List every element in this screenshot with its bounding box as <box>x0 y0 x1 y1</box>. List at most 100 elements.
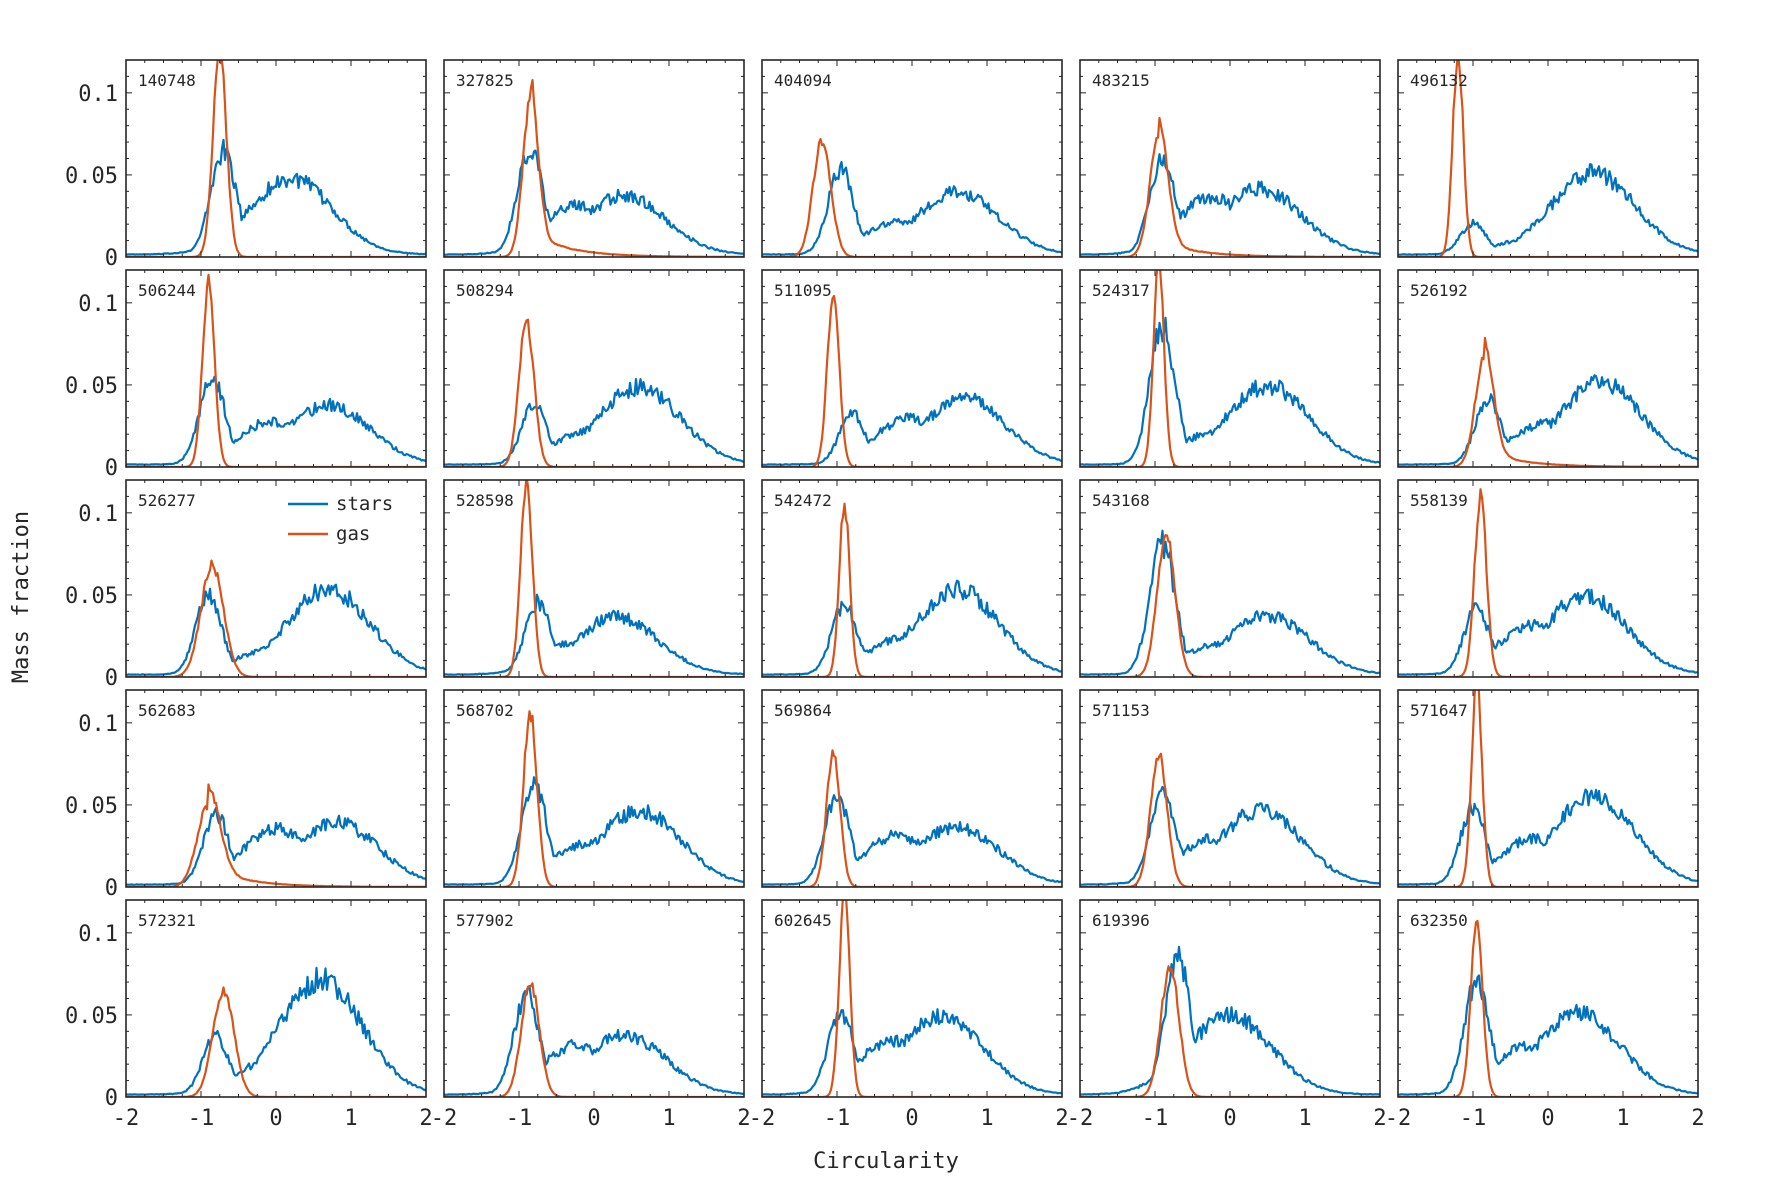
gas-line <box>762 294 1062 467</box>
x-tick-label: -1 <box>188 1106 215 1131</box>
panel-483215: 483215 <box>1079 59 1381 258</box>
x-tick-label: -2 <box>749 1106 776 1131</box>
gas-line <box>762 137 1062 257</box>
panel-id-label: 526277 <box>138 491 196 510</box>
panel-572321: 572321 0 0.05 0.1 -2 -1 0 1 2 <box>65 899 433 1131</box>
y-tick-label: 0.05 <box>65 794 118 819</box>
panel-id-label: 568702 <box>456 701 514 720</box>
y-tick-label: 0.1 <box>78 922 118 947</box>
y-tick-label: 0.05 <box>65 164 118 189</box>
panel-id-label: 508294 <box>456 281 514 300</box>
x-tick-label: -2 <box>113 1106 140 1131</box>
panel-id-label: 543168 <box>1092 491 1150 510</box>
panel-526192: 526192 <box>1397 269 1699 468</box>
panel-327825: 327825 <box>443 59 745 258</box>
y-tick-label: 0.1 <box>78 502 118 527</box>
x-tick-label: -1 <box>506 1106 533 1131</box>
stars-line <box>444 985 744 1096</box>
x-tick-label: 1 <box>344 1106 357 1131</box>
gas-line <box>1080 965 1380 1097</box>
x-tick-label: 2 <box>1055 1106 1068 1131</box>
x-tick-label: 2 <box>1691 1106 1704 1131</box>
gas-line <box>1398 919 1698 1097</box>
panel-id-label: 404094 <box>774 71 832 90</box>
panel-id-label: 496132 <box>1410 71 1468 90</box>
panel-id-label: 558139 <box>1410 491 1468 510</box>
stars-line <box>1080 529 1380 676</box>
legend-label-stars: stars <box>336 493 393 515</box>
panel-568702: 568702 <box>443 689 745 888</box>
y-tick-label: 0.05 <box>65 374 118 399</box>
legend-label-gas: gas <box>336 523 370 545</box>
gas-line <box>126 783 426 887</box>
x-tick-label: 1 <box>1298 1106 1311 1131</box>
gas-line <box>762 502 1062 677</box>
panel-id-label: 542472 <box>774 491 832 510</box>
stars-line <box>1398 974 1698 1096</box>
y-tick-label: 0.05 <box>65 1004 118 1029</box>
gas-line <box>126 559 426 677</box>
panel-562683: 562683 0 0.05 0.1 <box>65 689 427 901</box>
x-tick-label: -1 <box>1142 1106 1169 1131</box>
gas-line <box>126 986 426 1097</box>
x-tick-label: 2 <box>737 1106 750 1131</box>
stars-line <box>762 392 1062 466</box>
x-tick-label: 1 <box>662 1106 675 1131</box>
panel-grid: 140748 0 0.05 0.1 327825 404094 483215 496132 50… <box>65 59 1705 1131</box>
panel-id-label: 577902 <box>456 911 514 930</box>
stars-line <box>1398 163 1698 256</box>
x-tick-label: -1 <box>824 1106 851 1131</box>
gas-line <box>1398 488 1698 677</box>
panel-id-label: 562683 <box>138 701 196 720</box>
x-tick-label: 0 <box>905 1106 918 1131</box>
y-tick-label: 0 <box>105 666 118 691</box>
gas-line <box>1080 534 1380 677</box>
panel-524317: 524317 <box>1079 269 1381 468</box>
stars-line <box>1398 374 1698 466</box>
y-tick-label: 0.1 <box>78 712 118 737</box>
panel-id-label: 526192 <box>1410 281 1468 300</box>
stars-line <box>444 593 744 676</box>
stars-line <box>1080 153 1380 256</box>
panel-508294: 508294 <box>443 269 745 468</box>
panel-id-label: 619396 <box>1092 911 1150 930</box>
stars-line <box>1080 945 1380 1096</box>
panel-526277: 526277 0 0.05 0.1 stars gas <box>65 479 427 691</box>
panel-id-label: 140748 <box>138 71 196 90</box>
panel-140748: 140748 0 0.05 0.1 <box>65 59 427 271</box>
y-tick-label: 0.1 <box>78 82 118 107</box>
stars-line <box>1398 588 1698 676</box>
y-tick-label: 0 <box>105 246 118 271</box>
stars-line <box>1398 788 1698 886</box>
panel-571153: 571153 <box>1079 689 1381 888</box>
x-tick-label: 0 <box>1223 1106 1236 1131</box>
panel-id-label: 506244 <box>138 281 196 300</box>
panel-id-label: 632350 <box>1410 911 1468 930</box>
panel-496132: 496132 <box>1397 59 1699 258</box>
gas-line <box>1398 336 1698 467</box>
panel-528598: 528598 <box>443 479 745 678</box>
panel-543168: 543168 <box>1079 479 1381 678</box>
panel-571647: 571647 <box>1397 689 1699 888</box>
stars-line <box>1080 785 1380 886</box>
panel-id-label: 572321 <box>138 911 196 930</box>
gas-line <box>1398 60 1698 257</box>
panel-id-label: 602645 <box>774 911 832 930</box>
x-tick-label: -2 <box>431 1106 458 1131</box>
stars-line <box>762 794 1062 886</box>
x-axis-label: Circularity <box>813 1149 959 1174</box>
panel-558139: 558139 <box>1397 479 1699 678</box>
x-tick-label: -1 <box>1460 1106 1487 1131</box>
gas-line <box>444 79 744 257</box>
x-tick-label: 0 <box>587 1106 600 1131</box>
stars-line <box>444 378 744 466</box>
y-tick-label: 0 <box>105 1086 118 1111</box>
x-tick-label: 2 <box>419 1106 432 1131</box>
panel-602645: 602645 -2 -1 0 1 2 <box>749 899 1069 1131</box>
y-tick-label: 0 <box>105 876 118 901</box>
y-tick-label: 0 <box>105 456 118 481</box>
stars-line <box>126 138 426 256</box>
panel-506244: 506244 0 0.05 0.1 <box>65 269 427 481</box>
stars-line <box>762 579 1062 676</box>
